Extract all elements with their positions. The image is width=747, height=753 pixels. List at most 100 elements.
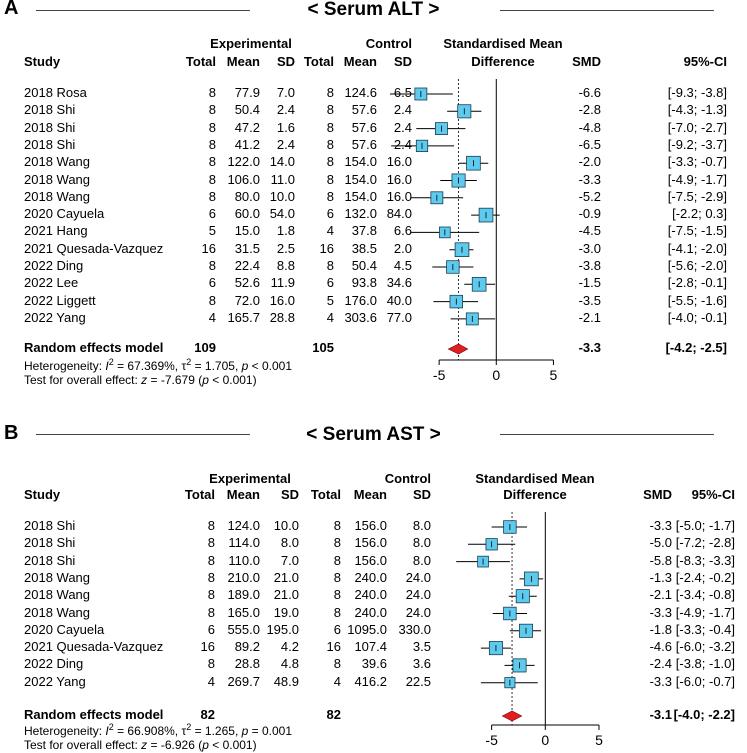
weight-box (518, 623, 533, 638)
ci-value: [-2.4; -0.2] (675, 569, 735, 585)
c-sd: 34.6 (386, 275, 412, 291)
e-mean: 77.9 (234, 85, 260, 100)
ci-value: [-7.5; -1.5] (667, 223, 727, 239)
smd-value: -5.8 (649, 552, 672, 568)
e-mean: 60.0 (234, 206, 260, 222)
study-name: 2022 Ding (24, 656, 84, 672)
study-marker (519, 571, 544, 587)
overall-z-symbol: z (141, 373, 148, 387)
smd-value: -5.2 (578, 188, 601, 204)
c-mean: 38.5 (351, 240, 377, 256)
het-i2-symbol: I (105, 724, 109, 738)
panel-letter-b: B (4, 422, 19, 444)
e-sd: 7.0 (276, 85, 295, 100)
e-total: 8 (208, 258, 216, 273)
e-total: 4 (208, 309, 216, 325)
title-rule-right-b (500, 434, 714, 435)
c-total: 8 (333, 552, 341, 568)
study-name: 2018 Wang (24, 587, 91, 603)
e-mean: 165.7 (227, 309, 260, 325)
c-total: 6 (326, 206, 334, 222)
e-total: 8 (208, 119, 216, 135)
e-total: 8 (208, 188, 216, 204)
study-marker (410, 191, 464, 205)
c-total: 6 (326, 275, 334, 291)
het-p-value: = 0.001 (248, 724, 293, 738)
study-marker (440, 173, 477, 188)
c-total: 8 (333, 569, 341, 585)
x-tick-label: 5 (550, 367, 558, 383)
c-mean: 132.0 (344, 206, 377, 222)
het-sup: 2 (108, 722, 114, 732)
c-total: 8 (333, 587, 341, 603)
het-tau-value: = 1.705, (191, 359, 242, 373)
overall-effect-text: Test for overall effect: z = -7.679 (p <… (24, 373, 257, 387)
header-e-sd: SD (276, 54, 295, 69)
c-total: 16 (319, 240, 334, 256)
e-sd: 4.2 (280, 639, 299, 655)
e-total: 6 (208, 275, 216, 291)
study-name: 2018 Wang (24, 171, 91, 187)
study-name: 2022 Lee (24, 275, 79, 291)
het-i2-symbol: I (105, 359, 109, 373)
overall-p-symbol: p (202, 373, 209, 387)
ci-value: [-4.3; -1.3] (667, 102, 727, 118)
summary-c-total: 82 (326, 707, 341, 722)
summary-e-total: 82 (200, 707, 215, 722)
c-mean: 154.0 (344, 188, 377, 204)
study-name: 2020 Cayuela (24, 206, 105, 222)
c-mean: 107.4 (354, 639, 387, 655)
header-study: Study (24, 487, 61, 502)
study-marker (492, 606, 528, 621)
smd-value: -2.4 (649, 656, 672, 672)
smd-value: -6.5 (578, 136, 601, 152)
e-mean: 47.2 (234, 119, 260, 135)
study-marker (464, 276, 496, 292)
study-name: 2020 Cayuela (24, 621, 105, 637)
header-smd: SMD (643, 487, 672, 502)
summary-smd: -3.3 (578, 340, 601, 355)
het-tau-symbol: τ (181, 359, 187, 373)
header-c-mean: Mean (343, 54, 377, 69)
study-name: 2018 Shi (24, 102, 76, 118)
c-total: 8 (333, 535, 341, 551)
smd-value: -2.0 (578, 154, 601, 170)
header-effect-line2: Difference (503, 487, 567, 502)
study-name: 2018 Shi (24, 518, 76, 533)
overall-p-value: < 0.001) (208, 738, 257, 752)
c-total: 8 (326, 102, 334, 118)
ci-value: [-8.3; -3.3] (675, 552, 735, 568)
ci-value: [-5.5; -1.6] (667, 292, 727, 308)
study-marker (508, 589, 537, 604)
c-sd: 24.0 (405, 604, 431, 620)
e-sd: 21.0 (273, 569, 299, 585)
c-sd: 16.0 (386, 188, 412, 204)
c-mean: 240.0 (354, 587, 387, 603)
ci-value: [-3.8; -1.0] (675, 656, 735, 672)
c-total: 6 (333, 621, 341, 637)
c-sd: 84.0 (386, 206, 412, 222)
c-sd: 6.6 (393, 223, 412, 239)
smd-value: -1.5 (578, 275, 601, 291)
study-marker (433, 294, 478, 309)
study-name: 2022 Ding (24, 258, 84, 273)
e-mean: 210.0 (227, 569, 260, 585)
ci-value: [-6.0; -0.7] (675, 673, 735, 689)
header-control: Control (384, 471, 431, 486)
header-c-sd: SD (412, 487, 431, 502)
weight-box (466, 155, 481, 171)
e-sd: 11.9 (270, 275, 295, 291)
e-total: 8 (207, 518, 215, 533)
ci-value: [-7.2; -2.8] (675, 535, 735, 551)
weight-box (503, 606, 517, 621)
title-rule-left-a (36, 10, 250, 11)
smd-value: -6.6 (578, 85, 601, 100)
c-mean: 124.6 (344, 85, 377, 100)
e-total: 8 (208, 171, 216, 187)
study-name: 2018 Rosa (24, 85, 87, 100)
header-study: Study (24, 54, 61, 69)
study-name: 2022 Liggett (24, 292, 96, 308)
c-sd: 24.0 (405, 587, 431, 603)
smd-value: -1.3 (649, 569, 672, 585)
e-sd: 19.0 (273, 604, 299, 620)
